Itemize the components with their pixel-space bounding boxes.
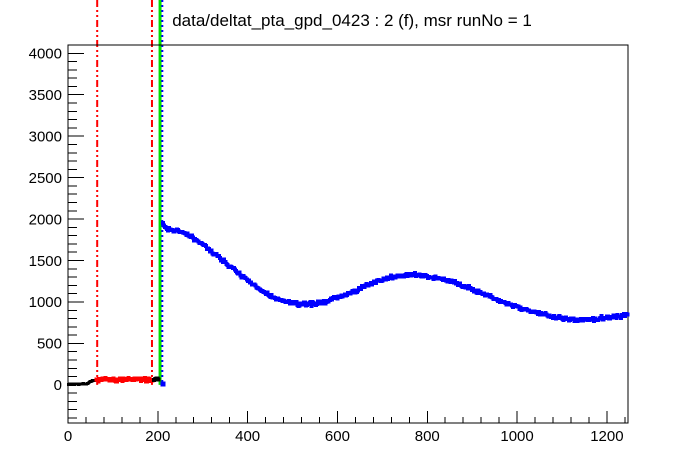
data-point [476, 288, 481, 293]
data-point [518, 305, 523, 310]
good-data [160, 221, 630, 323]
data-point [303, 300, 307, 305]
y-axis-tick-label: 2000 [29, 211, 62, 228]
data-point [625, 312, 630, 317]
data-point [389, 273, 394, 278]
x-axis: 0 200 400 600 800 1000 1200 [64, 411, 626, 445]
data-point [388, 276, 393, 281]
data-point [355, 288, 360, 293]
data-point [209, 248, 214, 253]
data-point [217, 255, 222, 260]
data-point [618, 316, 623, 320]
data-point [599, 314, 604, 319]
data-point [314, 302, 319, 307]
data-point [536, 309, 541, 314]
data-point [359, 286, 364, 291]
y-axis-tick-label: 3000 [29, 128, 62, 145]
x-axis-tick-label: 0 [64, 428, 72, 445]
data-point [605, 314, 610, 319]
data-point [591, 318, 596, 323]
data-point [345, 293, 350, 298]
data-point [590, 316, 595, 321]
data-point [623, 314, 628, 319]
data-point [497, 297, 501, 302]
data-point [265, 290, 270, 295]
data-point [286, 298, 291, 303]
plot-frame [67, 44, 629, 424]
data-point [160, 221, 165, 225]
data-point [294, 300, 299, 305]
y-axis-tick-label: 3500 [29, 87, 62, 104]
y-axis-tick-label: 4000 [29, 46, 62, 63]
data-point [613, 313, 618, 318]
data-point [535, 312, 540, 317]
data-point [308, 300, 313, 305]
data-point [203, 243, 208, 248]
y-axis-tick-label: 2500 [29, 170, 62, 187]
y-axis-tick-label: 1000 [29, 294, 62, 311]
data-point [471, 287, 476, 291]
data-point [455, 281, 459, 286]
data-point [225, 262, 230, 267]
data-point [561, 317, 566, 322]
data-point [190, 235, 195, 240]
data-point [222, 257, 227, 262]
data-point [614, 316, 619, 321]
data-point [143, 375, 148, 380]
data-point [160, 381, 166, 387]
first-good-bin-marker [160, 381, 166, 387]
data-point [413, 271, 417, 276]
chart-title: data/deltat_pta_gpd_0423 : 2 (f), msr ru… [172, 11, 532, 30]
raw-data-pre-range [66, 378, 96, 387]
data-point [269, 293, 274, 298]
y-axis-tick-label: 1500 [29, 253, 62, 270]
data-point [93, 378, 96, 382]
data-point [220, 257, 224, 262]
data-point [237, 270, 242, 275]
y-axis: 0 500 1000 1500 2000 2500 3000 3500 4000 [29, 46, 84, 419]
data-point [475, 290, 480, 295]
data-point [458, 281, 463, 286]
data-point [465, 286, 470, 291]
data-point [571, 316, 576, 321]
raw-data-pre-t0 [151, 376, 161, 382]
data-point [404, 272, 409, 276]
data-point [189, 233, 194, 238]
data-point [374, 280, 379, 285]
y-axis-tick-label: 500 [37, 336, 62, 353]
x-axis-tick-label: 400 [235, 428, 260, 445]
x-axis-tick-label: 600 [325, 428, 350, 445]
data-point [516, 304, 521, 309]
data-point [156, 377, 161, 382]
x-axis-tick-label: 800 [415, 428, 440, 445]
data-point [221, 259, 226, 264]
y-axis-tick-label: 0 [54, 377, 62, 394]
x-axis-tick-label: 1000 [500, 428, 533, 445]
data-point [452, 279, 457, 283]
data-point [96, 379, 101, 384]
data-point [320, 301, 325, 306]
data-point [223, 259, 228, 264]
x-axis-tick-label: 1200 [590, 428, 623, 445]
data-point [431, 277, 436, 282]
data-point [166, 228, 171, 233]
data-point [433, 274, 438, 279]
background-range-data [94, 375, 155, 384]
x-axis-tick-label: 200 [145, 428, 170, 445]
data-point [309, 303, 314, 308]
data-point [552, 314, 556, 319]
data-point [207, 247, 212, 251]
